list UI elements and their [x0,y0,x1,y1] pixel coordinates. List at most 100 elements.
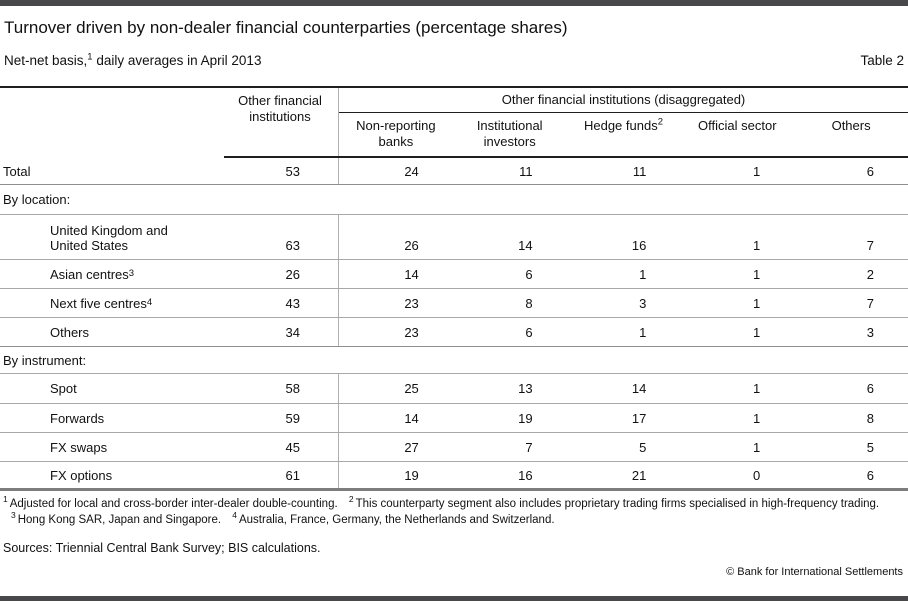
table-row-others-location: Others 34 23 6 1 1 3 [0,317,908,346]
cell-value: 14 [404,266,419,282]
cell-value: 0 [752,467,761,483]
cell-value: 19 [518,410,533,426]
footnote-marker-2-ref: 2 [657,116,663,128]
cell-value: 3 [866,324,874,340]
subtitle: Net-net basis,1 daily averages in April … [4,51,262,68]
column-header-other-financial-institutions: Other financial institutions [238,93,322,124]
table-row-fx-swaps: FX swaps 45 27 7 5 1 5 [0,432,908,461]
row-label: Next five centres 4 [50,295,153,311]
footnote-2: 2 This counterparty segment also includes… [348,494,880,510]
cell-value: 1 [752,266,761,282]
cell-value: 3 [639,295,647,311]
row-label: Spot [50,381,77,396]
cell-value: 14 [404,410,419,426]
cell-value: 16 [631,238,647,253]
row-label: United Kingdom and United States [50,223,168,253]
bottom-rule-bar [0,596,908,601]
cell-value: 8 [525,295,533,311]
cell-value: 7 [866,238,874,253]
cell-ofi: 53 [285,163,300,179]
page-title: Turnover driven by non-dealer financial … [4,18,568,37]
row-label: Total [3,163,31,179]
cell-ofi: 59 [285,410,300,426]
cell-value: 1 [639,324,647,340]
column-header-non-reporting-banks: Non-reporting banks [356,118,436,149]
cell-value: 1 [752,295,761,311]
footnote-4: 4 Australia, France, Germany, the Netherl… [232,510,555,526]
cell-value: 2 [866,266,874,282]
row-label: FX options [50,467,113,483]
header-right: Other financial institutions (disaggrega… [338,88,908,156]
cell-value: 7 [525,439,533,455]
cell-value: 1 [639,266,647,282]
section-row-by-location: By location: [0,184,908,215]
cell-value: 11 [519,163,533,179]
cell-ofi: 61 [285,467,300,483]
cell-group: 26 14 16 1 7 [338,215,908,259]
cell-value: 1 [752,163,761,179]
cell-value: 14 [631,381,647,396]
data-table: Other financial institutions Other finan… [0,86,908,491]
cell-ofi: 43 [285,295,300,311]
cell-value: 24 [404,163,419,179]
cell-value: 1 [752,381,761,396]
footnote-1: 1 Adjusted for local and cross-border int… [3,494,338,510]
cell-value: 8 [866,410,874,426]
copyright-notice: © Bank for International Settlements [726,566,903,578]
cell-value: 6 [866,163,874,179]
cell-group: 23 6 1 1 3 [338,318,908,346]
footnote-rule [0,488,908,491]
table-row-uk-us: United Kingdom and United States 63 26 14… [0,215,908,259]
table-row-forwards: Forwards 59 14 19 17 1 8 [0,403,908,432]
group-header-disaggregated: Other financial institutions (disaggrega… [339,88,908,113]
cell-value: 25 [404,381,419,396]
cell-value: 21 [631,467,647,483]
cell-value: 1 [752,324,761,340]
cell-group: 25 13 14 1 6 [338,374,908,403]
table-header: Other financial institutions Other finan… [0,86,908,156]
cell-value: 1 [752,410,761,426]
top-rule-bar [0,0,908,6]
cell-value: 6 [525,324,533,340]
cell-group: 14 19 17 1 8 [338,404,908,432]
cell-group: 27 7 5 1 5 [338,433,908,461]
cell-value: 23 [404,324,419,340]
sub-column-headers: Non-reporting banks Institutional invest… [339,113,908,156]
cell-value: 19 [404,467,419,483]
cell-group: 24 11 11 1 6 [338,158,908,184]
cell-value: 6 [866,467,874,483]
table-row-asian-centres: Asian centres 3 2 6 14 6 1 1 2 [0,259,908,288]
row-label: Asian centres 3 [50,266,135,282]
column-header-official-sector: Official sector [698,118,777,133]
table-row-next-five-centres: Next five centres 4 43 23 8 3 1 7 [0,288,908,317]
cell-ofi: 34 [285,324,300,340]
row-label: FX swaps [50,439,108,455]
cell-value: 17 [631,410,647,426]
cell-value: 11 [632,163,647,179]
cell-value: 1 [752,439,761,455]
table-row-total: Total 53 24 11 11 1 6 [0,158,908,184]
footnote-marker-1-ref: 1 [87,51,93,63]
cell-value: 5 [639,439,647,455]
cell-group: 14 6 1 1 2 [338,260,908,288]
cell-value: 6 [525,266,533,282]
cell-value: 6 [866,381,874,396]
section-row-by-instrument: By instrument: [0,346,908,374]
column-header-hedge-funds: Hedge funds2 [583,116,663,133]
cell-value: 26 [404,238,419,253]
footnote-3: 3 Hong Kong SAR, Japan and Singapore. [11,510,222,526]
table-row-fx-options: FX options 61 19 16 21 0 6 [0,461,908,488]
footnotes: 1 Adjusted for local and cross-border int… [3,494,905,528]
cell-value: 23 [404,295,419,311]
cell-value: 1 [752,238,761,253]
subtitle-row: Net-net basis,1 daily averages in April … [4,52,904,69]
sources-line: Sources: Triennial Central Bank Survey; … [3,541,321,555]
table-number-label: Table 2 [860,53,904,68]
cell-ofi: 45 [285,439,300,455]
cell-value: 27 [404,439,419,455]
header-left: Other financial institutions [0,88,338,156]
cell-ofi: 58 [285,381,300,396]
column-header-institutional-investors: Institutional investors [476,118,543,149]
cell-value: 7 [866,295,874,311]
header-bottom-rule [224,156,908,158]
